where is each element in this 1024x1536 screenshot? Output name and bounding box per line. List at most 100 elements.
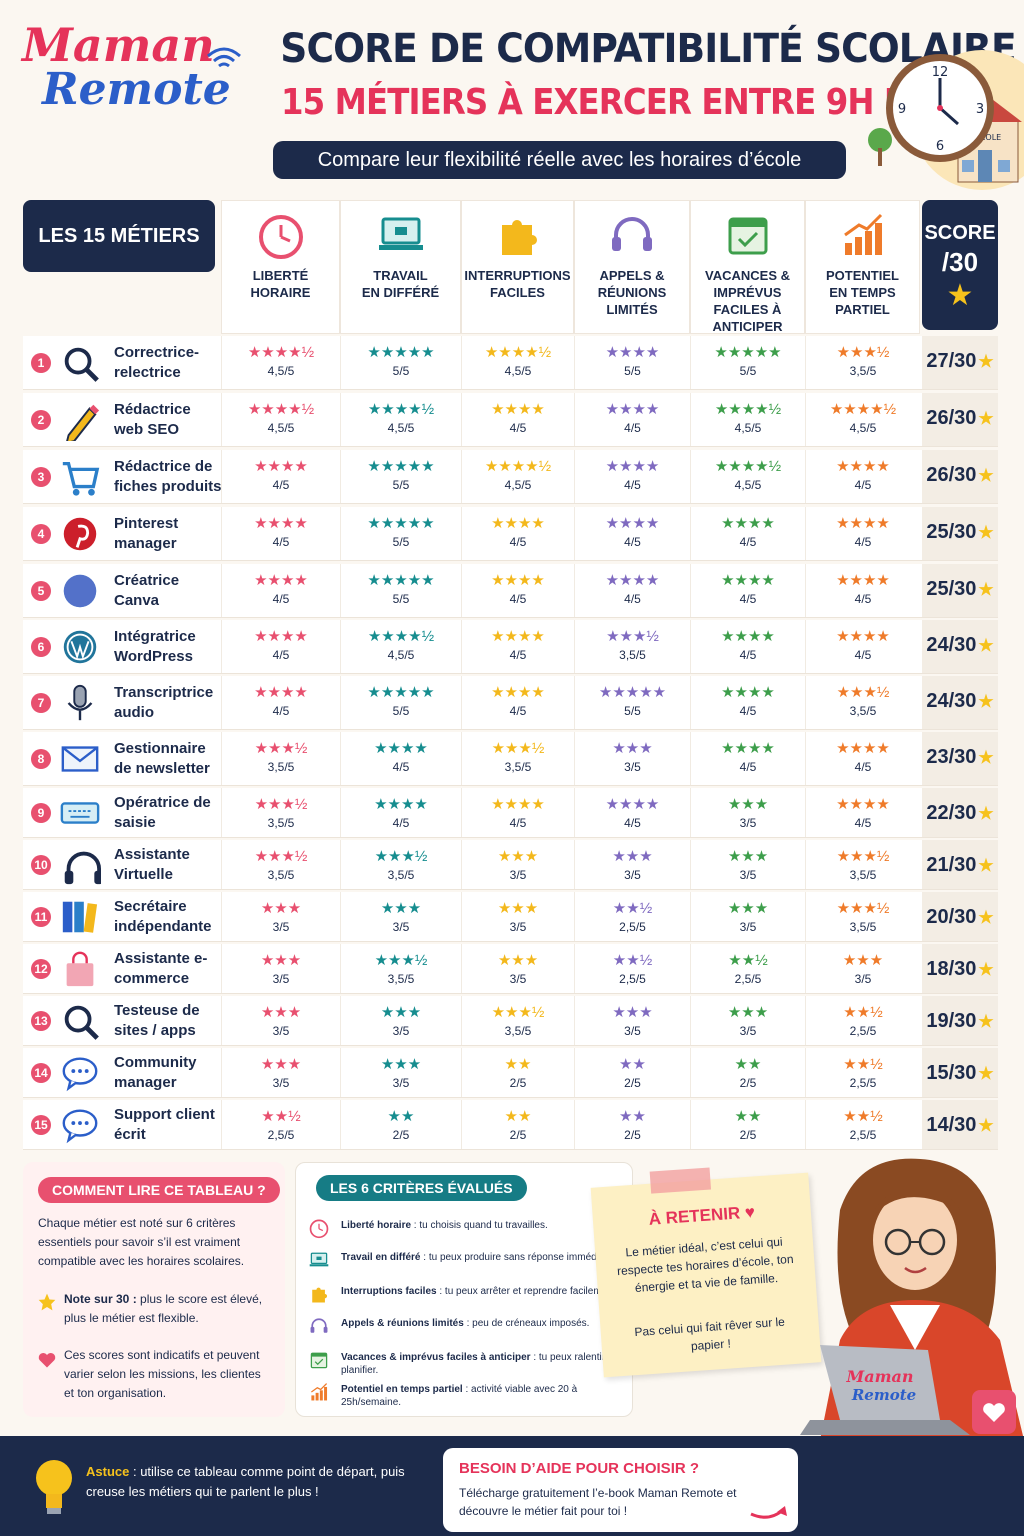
- score-value: 21/30: [926, 854, 977, 876]
- canva-icon: [63, 574, 97, 607]
- score-cell: 25/30 ★: [922, 564, 998, 617]
- woman-laptop-illustration: Maman Remote: [800, 1158, 1024, 1440]
- score-cell: 22/30 ★: [922, 788, 998, 837]
- rating-stars: ★★★★: [836, 628, 890, 645]
- rating-value: 4,5/5: [387, 648, 415, 662]
- rating-value: 3/5: [272, 1076, 290, 1090]
- rating-cell: ★★★½ 3,5/5: [340, 944, 461, 993]
- rating-cell: ★★★½ 3,5/5: [221, 788, 340, 837]
- criteria-item-text: Potentiel en temps partiel : activité vi…: [341, 1383, 626, 1409]
- table-row: 12 Assistante e-commerce ★★★ 3/5 ★★★½ 3,5/5 ★★…: [23, 944, 998, 994]
- rating-value: 5/5: [739, 364, 757, 378]
- rating-stars: ★★★: [260, 952, 302, 969]
- pencil-icon: [66, 404, 100, 441]
- calendar-icon: [310, 1352, 328, 1369]
- table-row: 14 Community manager ★★★ 3/5 ★★★ 3/5 ★★ 2/5 ★★ 2/…: [23, 1048, 998, 1098]
- row-number: 14: [31, 1062, 51, 1083]
- rating-value: 4/5: [739, 592, 757, 606]
- rating-stars: ★★★: [260, 1004, 302, 1021]
- rating-stars: ★★★★: [491, 628, 545, 645]
- rating-cell: ★★★½ 3,5/5: [221, 732, 340, 785]
- criterion-header: POTENTIEL EN TEMPS PARTIEL: [805, 200, 920, 334]
- criterion-label: LIBERTÉ HORAIRE: [250, 268, 311, 300]
- rating-value: 4,5/5: [267, 364, 295, 378]
- rating-value: 3,5/5: [267, 868, 295, 882]
- rating-cell: ★★★★★ 5/5: [340, 564, 461, 617]
- rating-cell: ★★★½ 3,5/5: [805, 840, 920, 889]
- rating-cell: ★★★★½ 4,5/5: [461, 450, 574, 503]
- laptop-icon: [309, 1252, 329, 1267]
- keyboard-icon: [60, 801, 100, 824]
- criteria-item-bold: Liberté horaire: [341, 1220, 412, 1231]
- rating-cell: ★★★★ 4/5: [574, 507, 690, 560]
- criterion-header: TRAVAIL EN DIFFÉRÉ: [340, 200, 461, 334]
- rating-stars: ★★★½: [374, 848, 428, 865]
- score-cell: 20/30 ★: [922, 892, 998, 941]
- rating-value: 4/5: [739, 704, 757, 718]
- criteria-item-text: Interruptions faciles : tu peux arrêter …: [341, 1285, 626, 1298]
- how-to-read-point1: Note sur 30 : plus le score est élevé, p…: [64, 1290, 274, 1328]
- rating-cell: ★★★★ 4/5: [574, 564, 690, 617]
- rating-stars: ★★★: [497, 900, 539, 917]
- table-row: 9 Opératrice de saisie ★★★½ 3,5/5 ★★★★ 4/5 ★★★…: [23, 788, 998, 838]
- rating-stars: ★★★★★: [367, 458, 435, 475]
- puzzle-icon: [501, 220, 537, 255]
- rating-stars: ★★★: [380, 900, 422, 917]
- binders-icon: [62, 901, 98, 933]
- lightbulb-icon: [36, 1460, 72, 1514]
- rating-cell: ★★★★ 4/5: [340, 732, 461, 785]
- rating-cell: ★★★½ 3,5/5: [461, 996, 574, 1045]
- rating-value: 2,5/5: [849, 1024, 877, 1038]
- rating-value: 3,5/5: [267, 816, 295, 830]
- score-cell: 26/30 ★: [922, 450, 998, 503]
- headset-icon: [612, 217, 652, 251]
- rating-cell: ★★★★ 4/5: [574, 788, 690, 837]
- laptop-icon: [378, 217, 423, 250]
- rating-value: 4,5/5: [504, 364, 532, 378]
- rating-stars: ★★★★½: [367, 628, 435, 645]
- rating-value: 4/5: [272, 648, 290, 662]
- rating-stars: ★★½: [843, 1056, 883, 1073]
- score-value: 23/30: [926, 746, 977, 768]
- row-number: 1: [31, 352, 51, 373]
- rating-stars: ★★★★: [491, 572, 545, 589]
- row-number: 15: [31, 1114, 51, 1135]
- rating-value: 4/5: [392, 816, 410, 830]
- table-row: 4 Pinterest manager ★★★★ 4/5 ★★★★★ 5/5 ★★★★ 4/5…: [23, 507, 998, 561]
- criteria-item-desc: : peu de créneaux imposés.: [463, 1318, 590, 1329]
- rating-value: 4/5: [624, 421, 641, 435]
- rating-cell: ★★★ 3/5: [574, 732, 690, 785]
- criterion-header: VACANCES & IMPRÉVUS FACILES À ANTICIPER: [690, 200, 805, 334]
- criterion-label: APPELS & RÉUNIONS LIMITÉS: [597, 268, 667, 317]
- rating-value: 3/5: [624, 760, 641, 774]
- rating-stars: ★★★★: [605, 401, 660, 418]
- rating-cell: ★★ 2/5: [461, 1100, 574, 1149]
- calendar-icon: [728, 217, 767, 255]
- rating-value: 5/5: [392, 704, 410, 718]
- criterion-header: INTERRUPTIONS FACILES: [461, 200, 574, 334]
- rating-cell: ★★★★½ 4,5/5: [690, 450, 805, 503]
- ebook-cta[interactable]: BESOIN D’AIDE POUR CHOISIR ? Télécharge …: [443, 1448, 798, 1532]
- score-cell: 24/30 ★: [922, 620, 998, 673]
- rating-value: 4,5/5: [734, 478, 762, 492]
- table-row: 5 Créatrice Canva ★★★★ 4/5 ★★★★★ 5/5 ★★★★ 4/5 ★★…: [23, 564, 998, 618]
- rating-cell: ★★★★½ 4,5/5: [690, 393, 805, 446]
- rating-value: 4/5: [509, 704, 527, 718]
- rating-value: 4,5/5: [387, 421, 415, 435]
- score-value: 27/30: [926, 350, 977, 372]
- rating-stars: ★★★★★: [367, 572, 435, 589]
- rating-stars: ★★★★: [836, 572, 890, 589]
- rating-cell: ★★★★ 4/5: [805, 732, 920, 785]
- criteria-item-text: Vacances & imprévus faciles à anticiper …: [341, 1351, 626, 1377]
- rating-stars: ★★★½: [606, 628, 659, 645]
- row-number: 4: [31, 523, 51, 544]
- rating-stars: ★★★: [842, 952, 884, 969]
- rating-stars: ★★★★: [605, 344, 660, 361]
- page-subtitle-red: 15 MÉTIERS À EXERCER ENTRE 9H ET 16H: [281, 82, 1007, 123]
- criteria-item-bold: Potentiel en temps partiel: [341, 1384, 463, 1395]
- rating-value: 3,5/5: [849, 868, 877, 882]
- rating-value: 5/5: [392, 535, 410, 549]
- score-value: 22/30: [926, 802, 977, 824]
- row-number: 13: [31, 1010, 51, 1031]
- criteria-item: Interruptions faciles : tu peux arrêter …: [308, 1281, 624, 1309]
